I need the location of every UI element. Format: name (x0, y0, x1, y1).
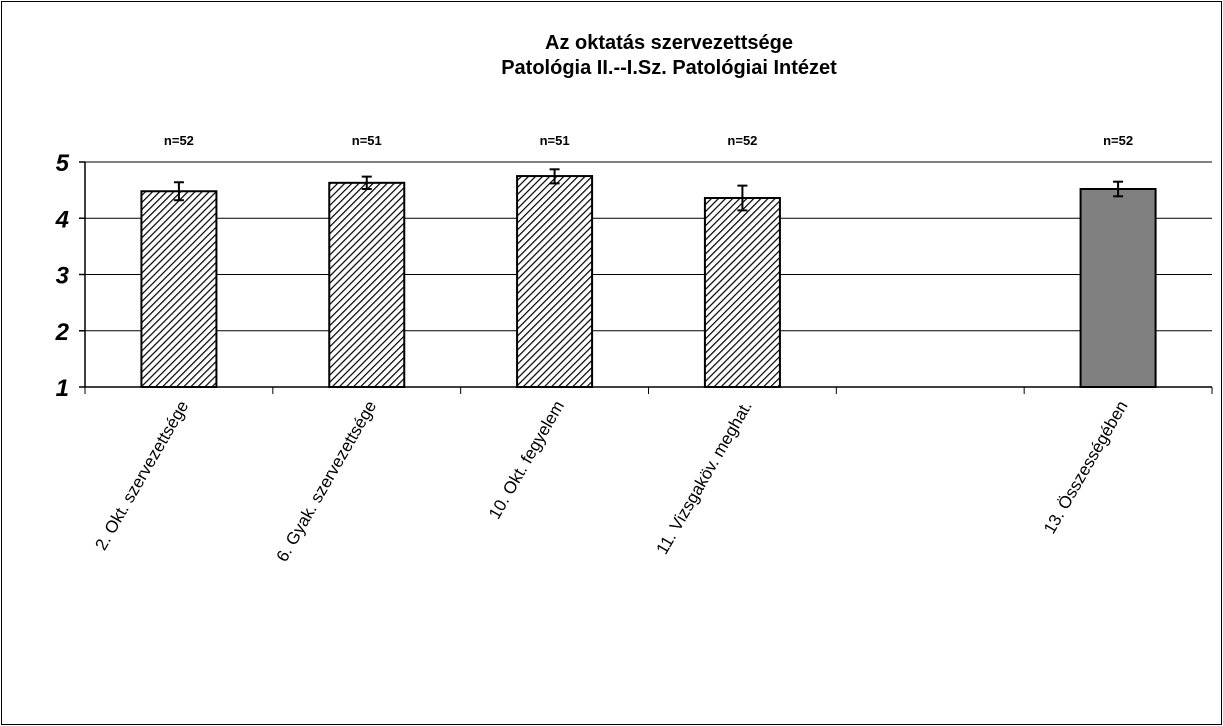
y-tick-label: 1 (56, 375, 69, 402)
n-label: n=51 (540, 133, 570, 148)
error-bar (1113, 180, 1124, 198)
chart-title-line-1: Az oktatás szervezettsége (545, 32, 793, 54)
x-category-label: 6. Gyak. szervezettsége (273, 398, 381, 565)
y-tick-label: 3 (56, 263, 70, 290)
gridlines (85, 161, 1212, 332)
x-category-label: 13. Összességében (1040, 398, 1132, 538)
x-category-label: 11. Vizsgaköv. meghat. (652, 398, 755, 558)
n-label: n=52 (1103, 133, 1133, 148)
y-tick-label: 4 (55, 206, 69, 233)
bar (703, 197, 781, 388)
bar (328, 181, 406, 388)
axes (79, 161, 1213, 394)
bars (140, 168, 1157, 388)
y-tick-label: 5 (56, 150, 70, 177)
error-bar (549, 168, 560, 185)
bar (1079, 188, 1157, 388)
y-tick-label: 2 (55, 319, 70, 346)
chart-title-line-2: Patológia II.--I.Sz. Patológiai Intézet (501, 57, 837, 79)
n-label: n=51 (352, 133, 382, 148)
error-bar (361, 175, 372, 190)
error-bar (737, 184, 748, 212)
bar (516, 175, 594, 388)
n-label: n=52 (164, 133, 194, 148)
x-category-label: 2. Okt. szervezettsége (91, 398, 192, 554)
n-label: n=52 (727, 133, 757, 148)
error-bar (173, 181, 184, 202)
x-category-label: 10. Okt. fegyelem (485, 398, 568, 523)
bar (140, 190, 218, 388)
